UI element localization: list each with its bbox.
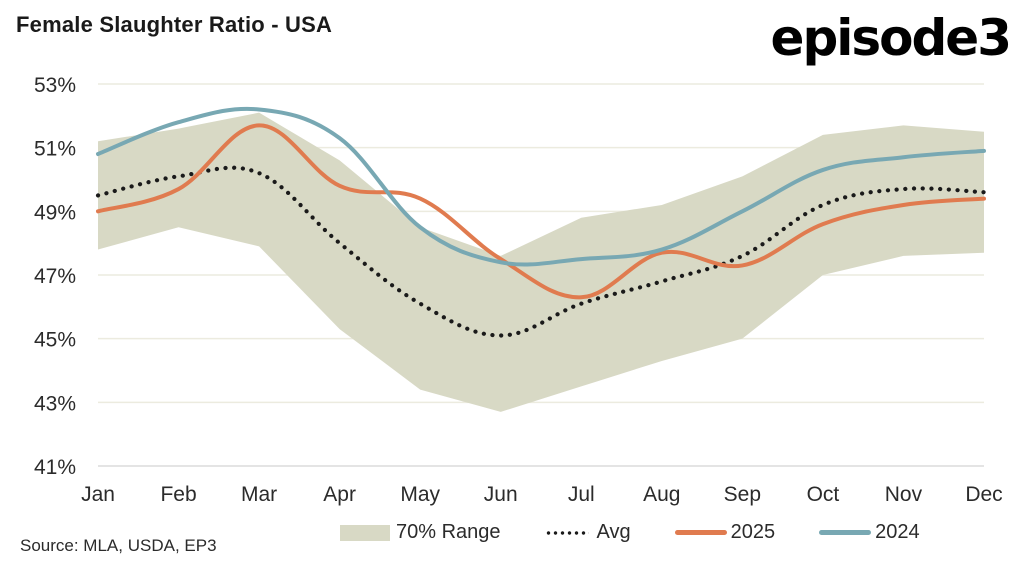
dotted-line-icon [544,530,589,535]
legend-label-2024: 2024 [875,521,920,543]
y-tick-label: 47% [34,265,76,288]
orange-line-icon [674,530,727,535]
source-note: Source: MLA, USDA, EP3 [20,536,217,555]
x-axis-ticks: Jan Feb Mar Apr May Jun Jul Aug Sep Oct Nov Dec [81,483,1003,506]
x-tick-label: Jun [484,483,518,506]
x-tick-label: Dec [965,483,1002,506]
y-tick-label: 51% [34,138,76,161]
blue-line-icon [819,530,872,535]
x-tick-label: Oct [807,483,840,506]
legend-item-range[interactable]: 70% Range [340,521,501,544]
series-line-avg [95,165,987,338]
legend-item-2025[interactable]: 2025 [674,521,776,544]
x-tick-label: Nov [885,483,923,506]
legend: 70% Range Avg 2025 2024 [340,521,920,544]
y-tick-label: 43% [34,392,76,415]
episode3-logo: episode3 [770,9,1012,67]
series-lines [95,106,987,338]
x-tick-label: May [400,483,440,506]
y-tick-label: 45% [34,329,76,352]
legend-item-2024[interactable]: 2024 [819,521,920,544]
x-tick-label: Feb [160,483,196,506]
x-tick-label: Jul [568,483,595,506]
range-swatch-icon [340,524,390,541]
legend-label-2025: 2025 [730,521,776,543]
chart-title: Female Slaughter Ratio - USA [16,12,333,37]
y-tick-label: 41% [34,456,76,479]
x-tick-label: Sep [724,483,761,506]
series-line-2025 [96,123,986,300]
legend-item-avg[interactable]: Avg [544,521,631,544]
y-axis-ticks: 41% 43% 45% 47% 49% 51% 53% [34,74,76,479]
x-tick-label: Apr [323,483,356,506]
legend-label-avg: Avg [596,521,631,543]
series-line-2024 [96,106,986,267]
x-tick-label: Aug [643,483,680,506]
legend-label-range: 70% Range [396,521,501,543]
x-tick-label: Jan [81,483,115,506]
y-tick-label: 53% [34,74,76,97]
x-tick-label: Mar [241,483,277,506]
y-tick-label: 49% [34,201,76,224]
